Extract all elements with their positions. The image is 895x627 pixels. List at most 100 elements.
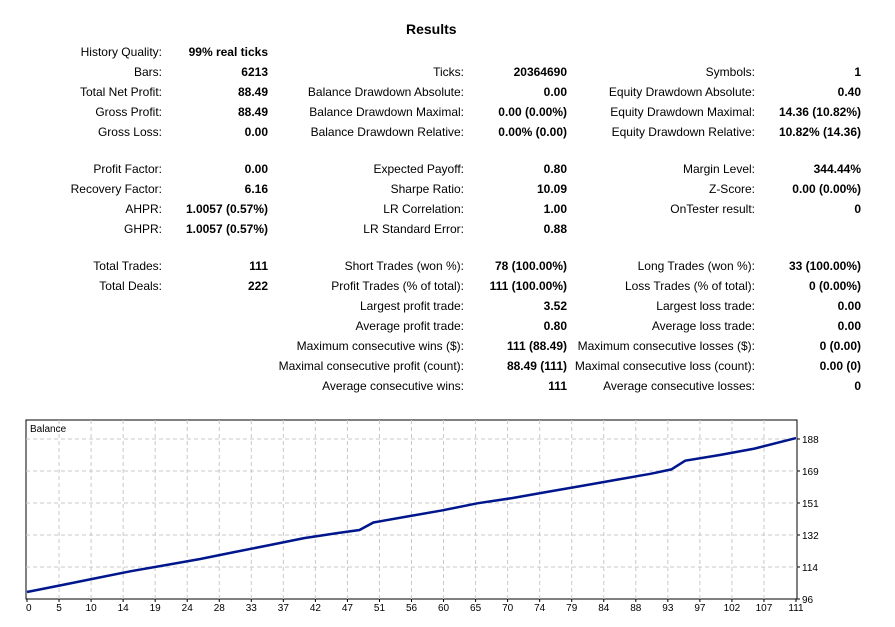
stat-label: Gross Profit: [95,105,162,119]
x-tick-label: 74 [534,603,546,614]
stat-label: GHPR: [123,222,162,236]
stat-label: Profit Factor: [93,162,162,176]
stat-value: 14.36 (10.82%) [778,105,861,119]
stat-value: 0.00 (0.00%) [792,182,861,196]
stat-label: Average profit trade: [355,319,464,333]
results-title-text: Results [406,21,457,37]
stat-label: Symbols: [705,65,755,79]
stat-value: 0.00 [837,299,861,313]
x-tick-label: 88 [630,603,642,614]
stat-label: History Quality: [80,45,162,59]
stat-value: 1 [854,65,861,79]
y-tick-label: 132 [802,531,819,542]
stat-label: Total Trades: [93,259,162,273]
x-tick-label: 28 [214,603,226,614]
stat-label: Recovery Factor: [70,182,162,196]
stat-label: Margin Level: [682,162,755,176]
x-tick-label: 5 [56,603,62,614]
stat-value: 0.00 (0.00%) [498,105,567,119]
x-tick-label: 102 [724,603,741,614]
stat-label: Maximal consecutive loss (count): [574,359,755,373]
x-tick-label: 51 [374,603,386,614]
y-tick-label: 151 [802,499,819,510]
stat-label: Gross Loss: [97,125,162,139]
stat-value: 78 (100.00%) [494,259,567,273]
stat-value: 10.82% (14.36) [778,125,861,139]
x-tick-label: 93 [662,603,674,614]
stat-value: 111 (88.49) [506,339,567,353]
stat-label: Equity Drawdown Absolute: [608,85,755,99]
stat-label: Average consecutive wins: [322,379,464,393]
stat-value: 3.52 [543,299,567,313]
x-tick-label: 42 [310,603,322,614]
plot-area [25,419,798,600]
stat-label: Largest profit trade: [359,299,464,313]
stat-label: Maximum consecutive losses ($): [577,339,755,353]
stat-value: 99% real ticks [188,45,268,59]
stat-label: Expected Payoff: [373,162,464,176]
stat-value: 0.00 [244,125,268,139]
stat-label: Maximal consecutive profit (count): [278,359,464,373]
stat-value: 0 [854,379,861,393]
y-tick-label: 96 [802,595,814,606]
stat-label: Profit Trades (% of total): [331,279,464,293]
stat-label: Equity Drawdown Maximal: [610,105,755,119]
x-tick-label: 107 [756,603,773,614]
stat-label: Average consecutive losses: [603,379,755,393]
stat-value: 0.00% (0.00) [498,125,567,139]
x-tick-label: 97 [694,603,706,614]
stat-value: 33 (100.00%) [788,259,861,273]
stat-label: Average loss trade: [651,319,755,333]
stat-label: OnTester result: [670,202,755,216]
stat-value: 0.80 [543,162,567,176]
stat-label: Ticks: [433,65,464,79]
stat-label: Balance Drawdown Relative: [310,125,464,139]
stat-label: Z-Score: [708,182,755,196]
y-tick-label: 188 [802,435,819,446]
stat-label: AHPR: [125,202,162,216]
x-tick-label: 33 [246,603,258,614]
stat-value: 1.0057 (0.57%) [185,222,268,236]
y-tick-label: 114 [802,563,818,574]
x-tick-label: 37 [278,603,290,614]
stat-value: 0 (0.00) [819,339,861,353]
x-tick-label: 70 [502,603,514,614]
stat-value: 0.00 (0) [819,359,861,373]
stat-label: Total Deals: [99,279,162,293]
stat-value: 111 [249,259,268,273]
stat-label: Bars: [133,65,162,79]
stat-value: 222 [247,279,268,293]
stat-label: Equity Drawdown Relative: [611,125,755,139]
x-tick-label: 65 [470,603,482,614]
stat-value: 88.49 (111) [506,359,567,373]
stat-value: 0.00 [837,319,861,333]
x-tick-label: 111 [788,603,804,614]
stat-label: LR Correlation: [383,202,464,216]
stat-value: 88.49 [237,85,268,99]
x-tick-label: 0 [26,603,32,614]
stat-value: 88.49 [237,105,268,119]
stat-label: Largest loss trade: [656,299,755,313]
y-tick-label: 169 [802,467,819,478]
stat-value: 0.00 [244,162,268,176]
stat-label: Maximum consecutive wins ($): [296,339,464,353]
stat-label: Balance Drawdown Maximal: [309,105,464,119]
stat-value: 111 (100.00%) [489,279,567,293]
x-tick-label: 79 [566,603,578,614]
x-tick-label: 60 [438,603,450,614]
stat-label: Loss Trades (% of total): [624,279,755,293]
x-tick-label: 19 [150,603,162,614]
stat-value: 1.00 [543,202,567,216]
x-tick-label: 84 [598,603,610,614]
stat-value: 111 [548,379,567,393]
x-tick-label: 24 [182,603,194,614]
x-tick-label: 47 [342,603,354,614]
stat-label: Sharpe Ratio: [390,182,464,196]
stat-value: 0.40 [837,85,861,99]
stat-value: 6.16 [244,182,268,196]
stat-value: 344.44% [813,162,861,176]
stat-value: 0.00 [543,85,567,99]
stat-value: 0 [854,202,861,216]
x-tick-label: 14 [118,603,130,614]
